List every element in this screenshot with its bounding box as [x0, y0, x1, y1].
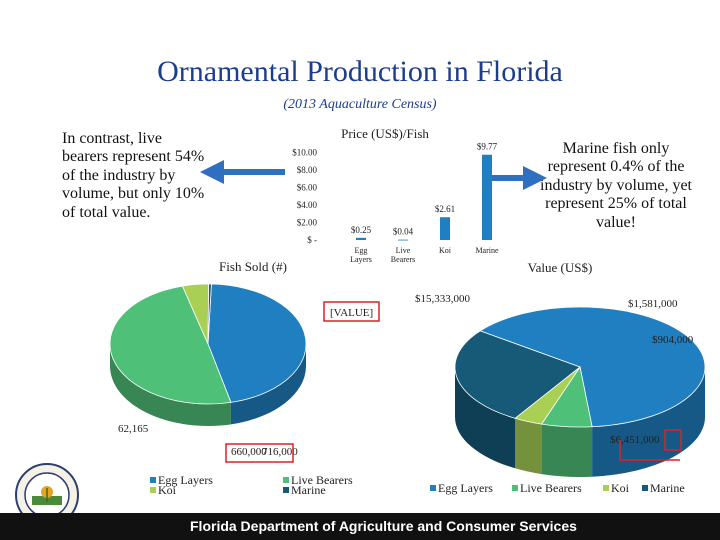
pie2-legend-swatch [430, 485, 436, 491]
pie2-highlight-line [619, 440, 680, 461]
bar-koi [440, 217, 450, 240]
bar-category-label: Bearers [391, 255, 415, 264]
bar-chart-title: Price (US$)/Fish [341, 126, 429, 141]
fdacs-seal [14, 462, 80, 528]
bar-value-label: $2.61 [435, 204, 455, 214]
right-annotation: Marine fish only represent 0.4% of the i… [540, 140, 692, 231]
pie1-highlight-box [323, 301, 380, 322]
pie2-data-label: $15,333,000 [415, 293, 471, 305]
pie2-title: Value (US$) [528, 260, 593, 275]
pie1-legend-swatch [150, 477, 156, 483]
bar-y-tick-label: $6.00 [297, 183, 318, 193]
pie2-wall-koi [515, 418, 542, 475]
pie1-wall-live-bearers [109, 344, 231, 427]
bar-value-label: $0.25 [351, 225, 372, 235]
bar-category-label: Koi [439, 246, 452, 255]
pie2-wall-live-bearers [541, 424, 593, 477]
pie2-legend-swatch [642, 485, 648, 491]
footer-bar: Florida Department of Agriculture and Co… [0, 513, 720, 540]
pie1-data-label: 716,000 [262, 446, 298, 458]
pie1-data-label: 660,000 [231, 446, 267, 458]
pie1-slice-marine [207, 283, 212, 345]
pie2-legend-label: Egg Layers [438, 481, 493, 495]
pie2-legend-label: Live Bearers [520, 481, 582, 495]
bar-category-label: Marine [475, 246, 499, 255]
bar-y-tick-label: $ - [307, 235, 317, 245]
pie2-legend-label: Marine [650, 481, 685, 495]
pie2-legend-swatch [603, 485, 609, 491]
pie2-slice-egg-layers [479, 306, 706, 428]
pie1-legend-swatch [283, 477, 289, 483]
page-title: Ornamental Production in Florida [157, 55, 563, 88]
pie1-highlight-box-bottom [225, 443, 294, 463]
pie1-title: Fish Sold (#) [219, 259, 287, 274]
pie1-slice-live-bearers [109, 285, 232, 405]
pie1-slice-egg-layers [207, 283, 307, 403]
pie2-wall-marine [455, 367, 516, 469]
pie2-data-label: $6,451,000 [610, 434, 660, 446]
pie2-data-label: $904,000 [652, 334, 694, 346]
pie1-data-label: 62,165 [118, 423, 149, 435]
bar-value-label: $9.77 [477, 142, 498, 152]
left-annotation: In contrast, live bearers represent 54% … [62, 130, 205, 221]
bar-marine [482, 154, 492, 240]
page-subtitle: (2013 Aquaculture Census) [283, 97, 437, 112]
bar-category-label: Egg [355, 246, 368, 255]
bar-y-tick-label: $4.00 [297, 200, 318, 210]
pie2-data-label: $1,581,000 [628, 298, 678, 310]
pie1-legend-label: Marine [291, 483, 326, 497]
bar-category-label: Live [396, 246, 411, 255]
pie2-legend-label: Koi [611, 481, 630, 495]
pie1-legend-swatch [283, 487, 289, 493]
pie1-legend-label: Koi [158, 483, 177, 497]
pie2-slice-marine [454, 330, 581, 419]
bar-egg-layers [356, 237, 366, 240]
pie1-data-label: [VALUE] [330, 307, 373, 319]
bar-y-tick-label: $8.00 [297, 165, 318, 175]
bar-category-label: Layers [350, 255, 372, 264]
pie2-legend-swatch [512, 485, 518, 491]
pie2-highlight-box [664, 429, 682, 451]
pie1-legend-label: Live Bearers [291, 473, 353, 487]
pie1-legend-swatch [150, 487, 156, 493]
footer-text: Florida Department of Agriculture and Co… [190, 518, 577, 534]
bar-y-tick-label: $2.00 [297, 218, 318, 228]
pie1-legend-label: Egg Layers [158, 473, 213, 487]
pie1-wall-egg-layers [230, 344, 306, 425]
bar-y-tick-label: $10.00 [292, 148, 317, 158]
bar-value-label: $0.04 [393, 227, 414, 237]
bar-live-bearers [398, 239, 408, 241]
